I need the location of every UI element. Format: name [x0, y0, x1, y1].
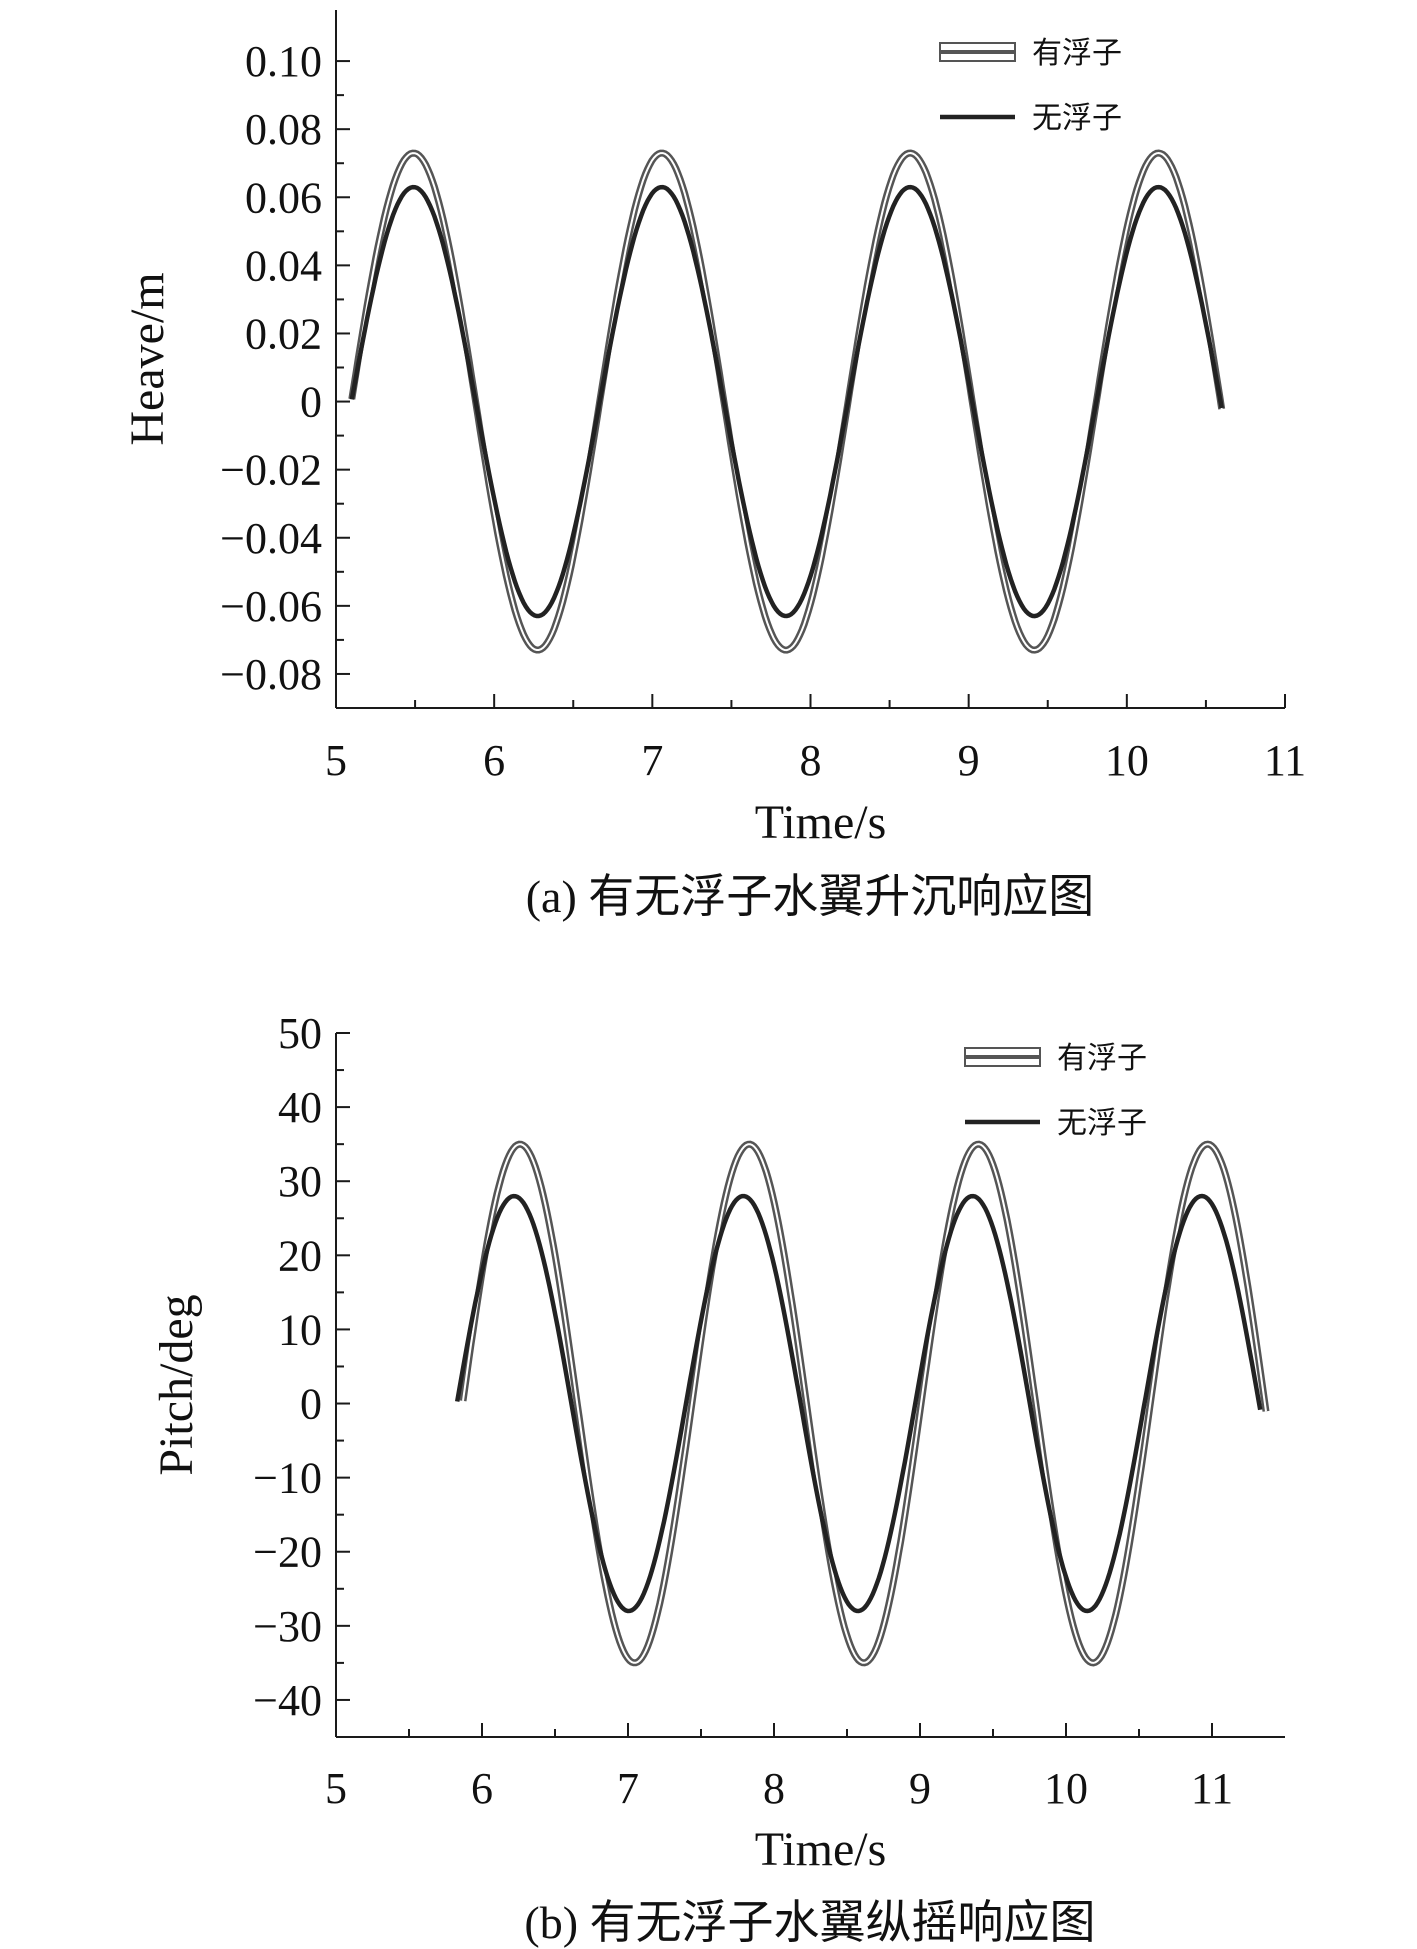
heave-series-with-float-inner	[350, 151, 1223, 652]
pitch-y-axis-title: Pitch/deg	[150, 1294, 203, 1475]
heave-y-tick-label: −0.06	[220, 582, 322, 631]
pitch-x-tick-label: 10	[1044, 1764, 1088, 1813]
heave-x-tick-label: 6	[483, 736, 505, 785]
heave-y-tick-label: −0.08	[220, 650, 322, 699]
pitch-chart: 5 6 7 8 9 10 11 50 40 30 20 10 0 −10 −20 −30 −40 Time/s Pi…	[150, 1009, 1285, 1876]
pitch-y-tick-label: −40	[253, 1676, 322, 1725]
pitch-y-tick-label: 0	[300, 1380, 322, 1429]
heave-x-tick-label: 7	[641, 736, 663, 785]
pitch-y-tick-label: 50	[278, 1009, 322, 1058]
heave-y-tick-label: −0.04	[220, 514, 322, 563]
pitch-y-tick-label: −10	[253, 1454, 322, 1503]
heave-legend-label: 无浮子	[1032, 101, 1122, 136]
heave-y-tick-label: 0.06	[245, 173, 322, 222]
pitch-x-tick-label: 5	[325, 1764, 347, 1813]
pitch-y-tick-label: −20	[253, 1528, 322, 1577]
heave-y-axis-title: Heave/m	[121, 272, 174, 445]
pitch-chart-caption: (b) 有无浮子水翼纵摇响应图	[524, 1897, 1095, 1948]
pitch-y-tick-label: 10	[278, 1305, 322, 1354]
heave-x-axis-title: Time/s	[755, 796, 887, 849]
heave-y-tick-label: 0	[300, 378, 322, 427]
pitch-legend-label: 无浮子	[1057, 1106, 1147, 1141]
pitch-x-tick-label: 11	[1191, 1764, 1233, 1813]
pitch-y-tick-label: 40	[278, 1083, 322, 1132]
pitch-x-tick-label: 6	[471, 1764, 493, 1813]
heave-y-tick-label: 0.02	[245, 309, 322, 358]
heave-x-tick-label: 11	[1264, 736, 1306, 785]
pitch-x-tick-label: 9	[909, 1764, 931, 1813]
heave-x-tick-label: 8	[800, 736, 822, 785]
pitch-y-tick-label: 30	[278, 1157, 322, 1206]
heave-series-with-float-line	[348, 149, 1226, 654]
pitch-x-tick-label: 8	[763, 1764, 785, 1813]
heave-x-tick-label: 9	[958, 736, 980, 785]
heave-legend-label: 有浮子	[1032, 36, 1122, 71]
pitch-x-axis-title: Time/s	[755, 1823, 887, 1876]
heave-y-tick-label: 0.10	[245, 37, 322, 86]
pitch-legend-label: 有浮子	[1057, 1041, 1147, 1076]
pitch-series-without-float-line	[454, 1193, 1263, 1614]
heave-chart-caption: (a) 有无浮子水翼升沉响应图	[526, 871, 1095, 922]
heave-y-tick-label: −0.02	[220, 446, 322, 495]
heave-x-tick-label: 5	[325, 736, 347, 785]
pitch-y-tick-label: 20	[278, 1231, 322, 1280]
pitch-x-tick-label: 7	[617, 1764, 639, 1813]
heave-x-tick-label: 10	[1105, 736, 1149, 785]
heave-y-tick-label: 0.04	[245, 241, 322, 290]
pitch-y-tick-label: −30	[253, 1602, 322, 1651]
heave-series-without-float-line	[349, 184, 1224, 619]
heave-chart: 5 6 7 8 9 10 11 0.10 0.08 0.06 0.04 0.02 0 −0.02 −0.04…	[121, 10, 1306, 849]
heave-y-tick-label: 0.08	[245, 105, 322, 154]
